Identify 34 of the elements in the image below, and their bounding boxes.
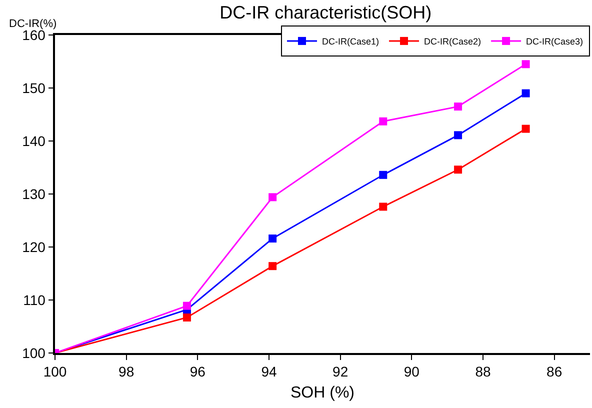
point: [522, 124, 530, 133]
y-tick-label: 120: [22, 238, 46, 255]
x-tick-label: 88: [475, 364, 491, 380]
x-tick-label: 96: [190, 364, 206, 380]
y-tick-label: 110: [23, 292, 46, 308]
y-axis-title: DC-IR(%): [9, 18, 57, 30]
y-tick-label: 100: [22, 344, 46, 361]
point: [268, 234, 277, 243]
point: [268, 193, 277, 202]
x-tick-label: 94: [261, 364, 277, 380]
chart-title: DC-IR characteristic(SOH): [220, 2, 432, 23]
x-tick-label: 100: [43, 364, 67, 380]
y-tick-label: 130: [22, 186, 46, 202]
legend-label: DC-IR(Case1): [322, 36, 380, 46]
point: [268, 262, 277, 270]
legend-label: DC-IR(Case3): [526, 36, 584, 46]
point: [182, 313, 191, 322]
x-tick-label: 92: [332, 364, 348, 380]
x-tick-label: 98: [118, 364, 134, 380]
x-tick-label: 86: [546, 364, 562, 380]
y-tick-label: 150: [22, 80, 46, 96]
x-axis-title: SOH (%): [290, 384, 354, 402]
point: [379, 202, 388, 211]
point: [454, 131, 462, 140]
x-tick-label: 90: [404, 364, 420, 380]
point: [379, 117, 388, 126]
y-tick-label: 140: [22, 132, 46, 149]
point: [522, 89, 530, 98]
point: [182, 302, 191, 310]
point: [454, 166, 462, 174]
point: [454, 102, 462, 111]
point: [522, 60, 530, 68]
legend-label: DC-IR(Case2): [424, 36, 482, 46]
point: [379, 170, 388, 179]
